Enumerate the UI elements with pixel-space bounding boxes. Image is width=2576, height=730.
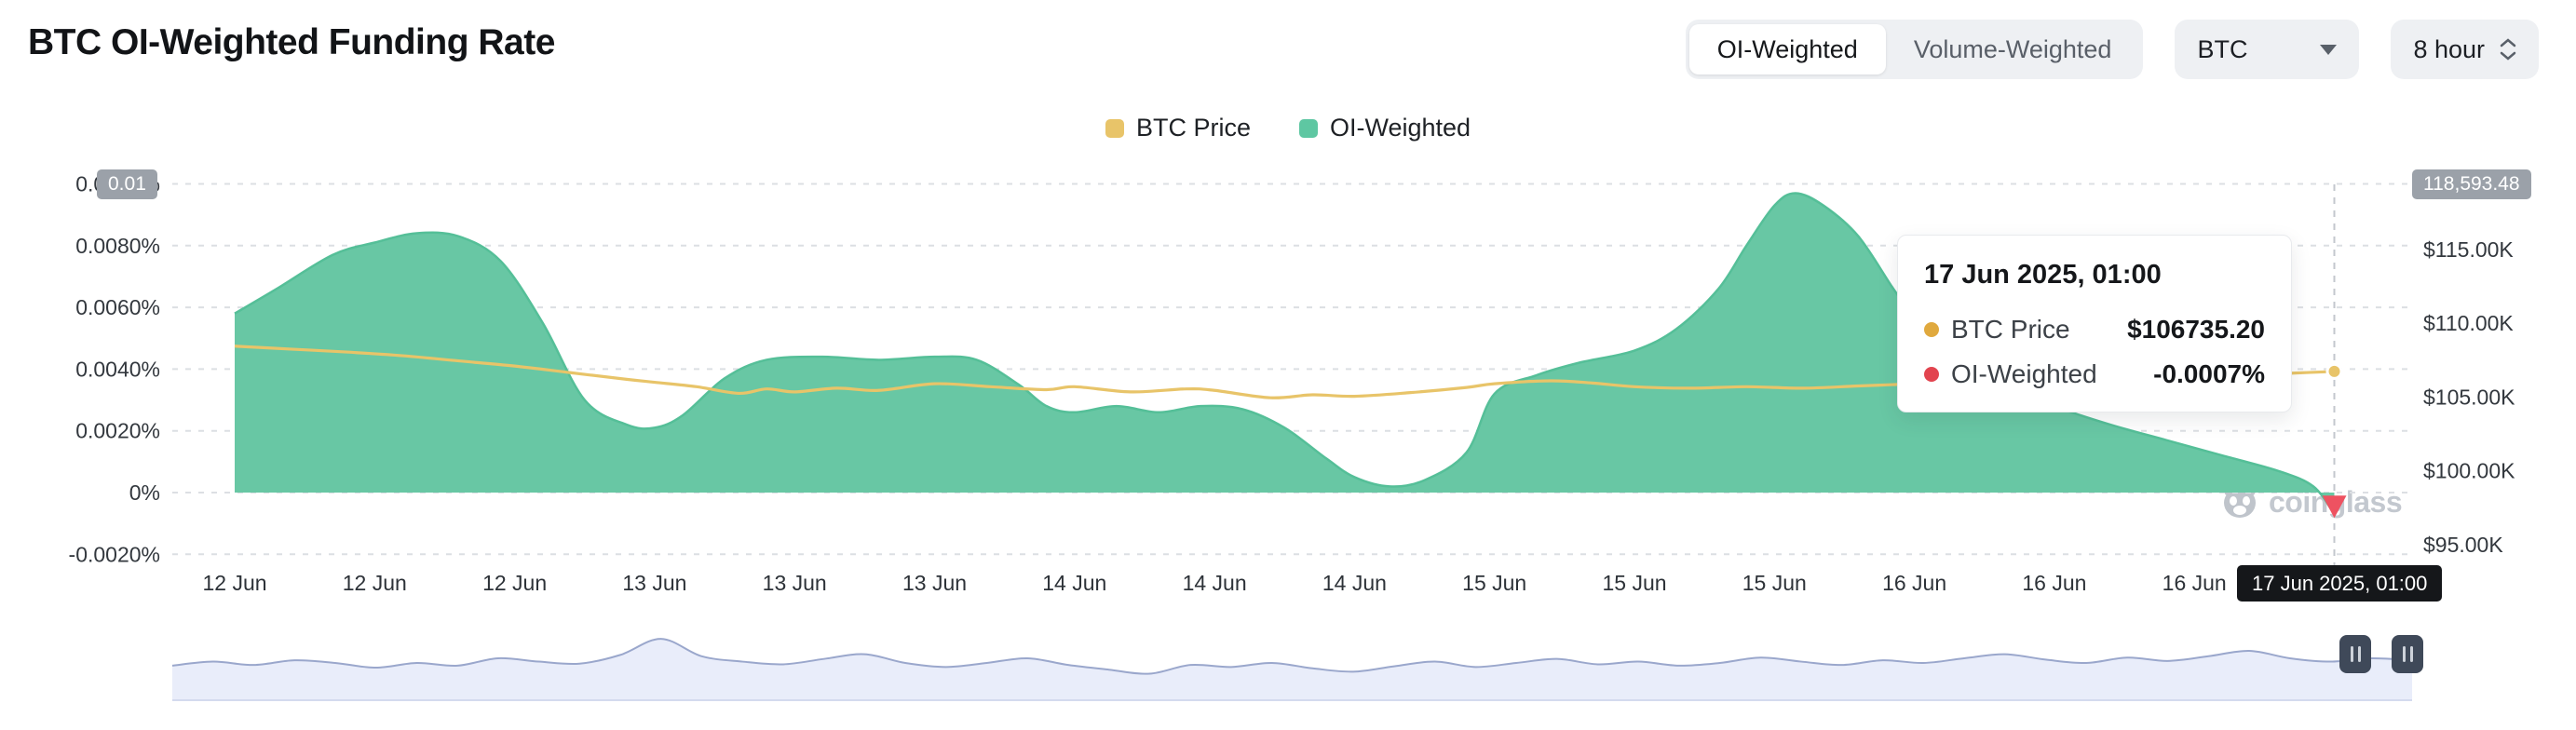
header-controls: OI-Weighted Volume-Weighted BTC 8 hour (1685, 19, 2539, 80)
right-axis-label: $115.00K (2423, 237, 2514, 262)
chevron-down-icon (2320, 44, 2338, 55)
x-axis-label: 15 Jun (1602, 571, 1666, 595)
x-axis-label: 15 Jun (1462, 571, 1526, 595)
x-axis-label: 12 Jun (343, 571, 407, 595)
up-down-stepper-icon (2500, 38, 2516, 61)
btc-price-end-dot-marker (2325, 362, 2343, 380)
toggle-oi-weighted[interactable]: OI-Weighted (1688, 24, 1886, 74)
btc-price-dot-icon (1924, 322, 1939, 337)
tooltip-date: 17 Jun 2025, 01:00 (1924, 260, 2162, 290)
x-axis-label: 12 Jun (202, 571, 266, 595)
symbol-select-value: BTC (2197, 34, 2248, 63)
toggle-volume-weighted[interactable]: Volume-Weighted (1886, 24, 2140, 74)
right-axis-label: $110.00K (2423, 311, 2514, 335)
left-axis-label: 0.0040% (75, 357, 160, 381)
legend-item-btc-price[interactable]: BTC Price (1105, 114, 1251, 142)
right-axis-label: $100.00K (2423, 459, 2515, 483)
interval-select[interactable]: 8 hour (2391, 20, 2539, 79)
x-axis-label: 13 Jun (902, 571, 967, 595)
hover-markers (2322, 184, 2347, 567)
oi-weighted-area (235, 193, 2335, 515)
x-axis-label: 16 Jun (2162, 571, 2227, 595)
tooltip-label-oi-weighted: OI-Weighted (1951, 359, 2097, 388)
x-axis-label: 16 Jun (2022, 571, 2086, 595)
hover-date-badge: 17 Jun 2025, 01:00 (2237, 565, 2443, 602)
x-axis-label: 15 Jun (1742, 571, 1807, 595)
left-axis-current-badge: 0.01 (97, 169, 157, 199)
tooltip-label-btc-price: BTC Price (1951, 315, 2070, 344)
x-axis-label: 12 Jun (482, 571, 547, 595)
oi-weighted-dot-icon (1924, 367, 1939, 382)
weighting-toggle: OI-Weighted Volume-Weighted (1685, 20, 2144, 79)
x-axis-label: 16 Jun (1882, 571, 1946, 595)
interval-select-value: 8 hour (2413, 34, 2485, 63)
navigator-area (172, 639, 2412, 700)
oi-weighted-end-triangle-marker (2322, 495, 2347, 519)
navigator-handle-right[interactable] (2392, 635, 2423, 673)
tooltip-row-btc-price: BTC Price $106735.20 (1924, 315, 2265, 345)
tooltip-row-oi-weighted: OI-Weighted -0.0007% (1924, 359, 2265, 389)
navigator-outline (171, 638, 2413, 675)
tooltip-value-oi-weighted: -0.0007% (2153, 359, 2265, 388)
right-axis-label: $105.00K (2423, 385, 2515, 409)
right-axis-current-badge: 118,593.48 (2412, 169, 2531, 199)
chart-tooltip: 17 Jun 2025, 01:00 BTC Price $106735.20 … (1897, 235, 2292, 412)
left-axis-label: 0% (129, 480, 160, 505)
left-axis-label: 0.0020% (75, 419, 160, 443)
left-axis-label: 0.0060% (75, 295, 160, 319)
navigator[interactable] (171, 638, 2413, 701)
left-axis-label: 0.0080% (75, 234, 160, 258)
tooltip-value-btc-price: $106735.20 (2127, 315, 2265, 344)
right-axis-label: $95.00K (2423, 533, 2503, 557)
legend: BTC Price OI-Weighted (0, 114, 2576, 142)
legend-item-oi-weighted[interactable]: OI-Weighted (1298, 114, 1471, 142)
x-axis-label: 14 Jun (1322, 571, 1387, 595)
legend-label-btc-price: BTC Price (1135, 114, 1251, 142)
btc-price-swatch (1105, 118, 1124, 138)
symbol-select[interactable]: BTC (2175, 20, 2360, 79)
oi-weighted-swatch (1298, 118, 1318, 138)
x-axis-label: 14 Jun (1183, 571, 1247, 595)
x-axis-label: 13 Jun (622, 571, 686, 595)
navigator-handle-left[interactable] (2339, 635, 2371, 673)
legend-label-oi-weighted: OI-Weighted (1329, 114, 1471, 142)
left-axis-label: -0.0020% (69, 542, 160, 566)
x-axis-label: 14 Jun (1042, 571, 1106, 595)
x-axis-label: 13 Jun (763, 571, 827, 595)
page-title: BTC OI-Weighted Funding Rate (28, 22, 555, 62)
